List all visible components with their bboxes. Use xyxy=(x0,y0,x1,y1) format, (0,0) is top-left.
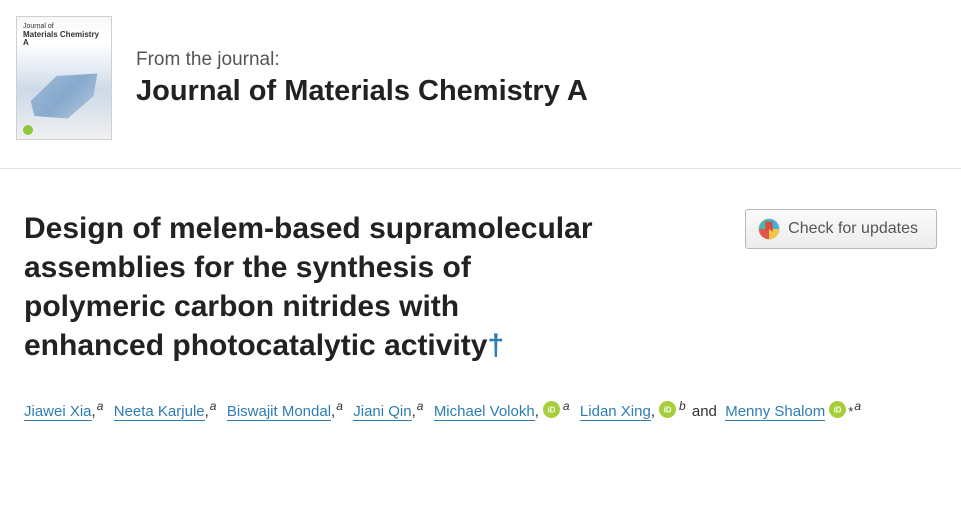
cover-caption: Journal of Materials Chemistry A xyxy=(23,23,105,48)
author-link[interactable]: Neeta Karjule xyxy=(114,403,205,421)
author-list: Jiawei Xia,a Neeta Karjule,a Biswajit Mo… xyxy=(24,393,937,428)
author-affiliation: a xyxy=(854,399,861,413)
author-link[interactable]: Biswajit Mondal xyxy=(227,403,331,421)
author-affiliation: a xyxy=(97,399,104,413)
svg-text:iD: iD xyxy=(834,405,842,414)
from-journal-label: From the journal: xyxy=(136,49,588,71)
author-affiliation: b xyxy=(679,399,686,413)
orcid-icon[interactable]: iD xyxy=(829,401,846,418)
author-affiliation: a xyxy=(336,399,343,413)
svg-text:iD: iD xyxy=(548,405,556,414)
article-title-text: Design of melem-based supramolecular ass… xyxy=(24,212,593,362)
author-affiliation: a xyxy=(417,399,424,413)
journal-name[interactable]: Journal of Materials Chemistry A xyxy=(136,75,588,108)
cover-badge-icon xyxy=(23,125,33,135)
author-separator xyxy=(105,403,113,420)
article-section: Design of melem-based supramolecular ass… xyxy=(0,169,961,448)
author-link[interactable]: Menny Shalom xyxy=(725,403,825,421)
cover-graphic xyxy=(27,71,101,121)
title-row: Design of melem-based supramolecular ass… xyxy=(24,209,937,365)
svg-text:iD: iD xyxy=(664,405,672,414)
author-link[interactable]: Michael Volokh xyxy=(434,403,535,421)
orcid-icon[interactable]: iD xyxy=(659,401,676,418)
author-separator xyxy=(572,403,580,420)
author-link[interactable]: Jiawei Xia xyxy=(24,403,92,421)
author-link[interactable]: Jiani Qin xyxy=(353,403,411,421)
article-title: Design of melem-based supramolecular ass… xyxy=(24,209,604,365)
author-separator xyxy=(425,403,433,420)
journal-header: Journal of Materials Chemistry A From th… xyxy=(0,0,961,169)
author-affiliation: a xyxy=(563,399,570,413)
author-separator: and xyxy=(688,403,726,420)
journal-info: From the journal: Journal of Materials C… xyxy=(136,49,588,108)
author-link[interactable]: Lidan Xing xyxy=(580,403,651,421)
check-for-updates-button[interactable]: Check for updates xyxy=(745,209,937,249)
cover-caption-main: Materials Chemistry A xyxy=(23,30,99,48)
orcid-icon[interactable]: iD xyxy=(543,401,560,418)
corresponding-mark: * xyxy=(848,404,853,419)
journal-cover-thumbnail[interactable]: Journal of Materials Chemistry A xyxy=(16,16,112,140)
title-footnote-dagger[interactable]: † xyxy=(487,329,504,362)
crossmark-icon xyxy=(758,218,780,240)
author-separator xyxy=(218,403,226,420)
author-separator xyxy=(345,403,353,420)
author-affiliation: a xyxy=(210,399,217,413)
check-updates-label: Check for updates xyxy=(788,220,918,238)
